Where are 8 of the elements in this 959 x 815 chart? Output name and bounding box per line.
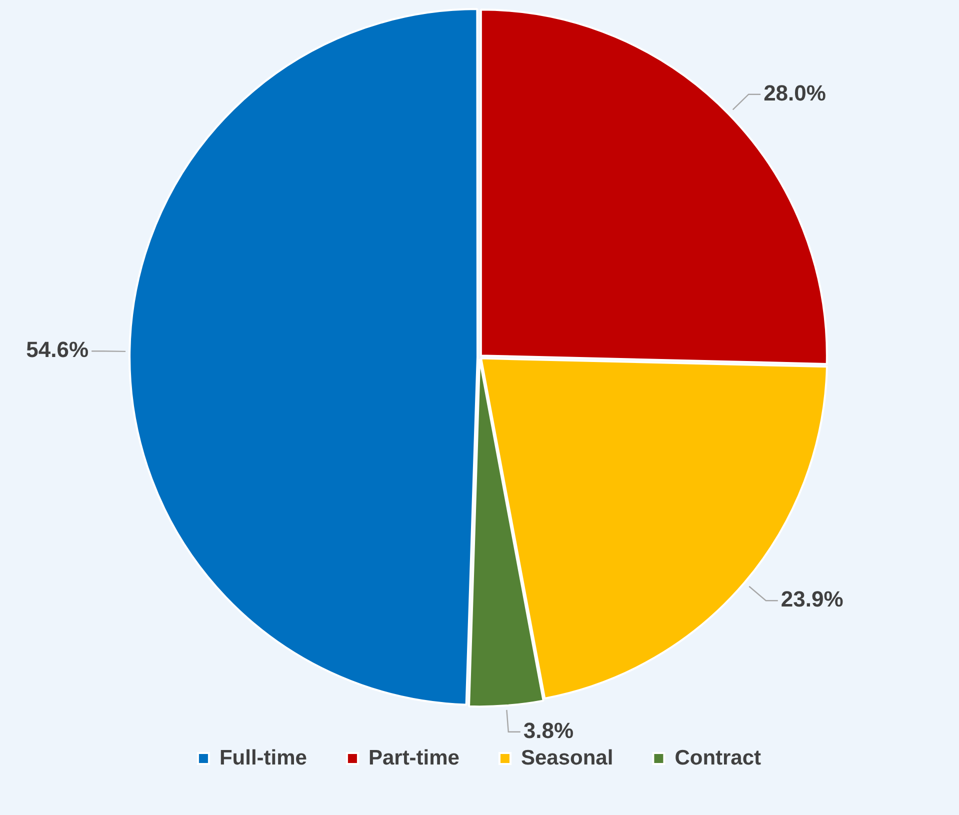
data-label: 23.9%: [780, 586, 844, 612]
data-label: 28.0%: [764, 80, 826, 106]
data-label: 54.6%: [26, 337, 89, 362]
data-label: 3.8%: [523, 718, 574, 743]
legend-label: Part-time: [368, 746, 460, 770]
legend-label: Contract: [674, 746, 762, 770]
legend-label: Full-time: [219, 746, 307, 770]
legend-label: Seasonal: [520, 746, 614, 770]
